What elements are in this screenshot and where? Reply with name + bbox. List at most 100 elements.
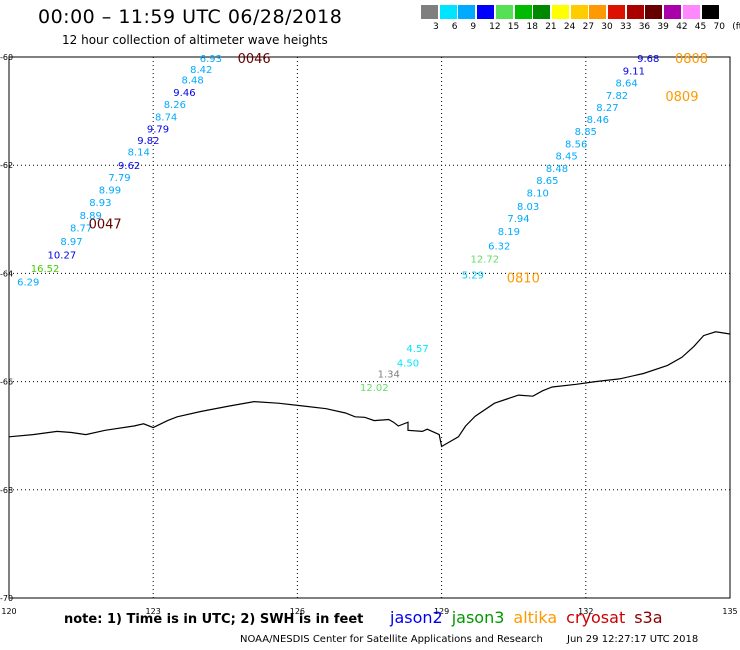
scale-swatch — [421, 5, 438, 19]
swh-value-label: 7.79 — [108, 173, 130, 184]
scale-swatch — [589, 5, 607, 19]
swh-value-label: 8.85 — [575, 127, 597, 138]
swh-value-label: 9.79 — [147, 124, 169, 135]
scale-swatch — [477, 5, 495, 19]
scale-swatch — [608, 5, 625, 19]
y-tick-label: -60 — [0, 53, 13, 62]
footer-note: note: 1) Time is in UTC; 2) SWH is in fe… — [64, 612, 364, 627]
scale-label: 18 — [526, 22, 538, 32]
credit-text: NOAA/NESDIS Center for Satellite Applica… — [240, 634, 543, 645]
y-tick-label: -70 — [0, 594, 13, 603]
generation-timestamp: Jun 29 12:27:17 UTC 2018 — [567, 634, 699, 645]
swh-value-label: 8.10 — [527, 188, 549, 199]
scale-label: 70 — [713, 22, 725, 32]
scale-label: 39 — [657, 22, 669, 32]
scale-swatch — [439, 5, 457, 19]
swh-value-label: 8.42 — [190, 65, 212, 76]
scale-swatch — [701, 5, 719, 19]
swh-value-label: 6.29 — [17, 278, 39, 289]
swh-value-label: 9.82 — [137, 136, 159, 147]
coastline — [8, 331, 731, 448]
x-tick-label: 120 — [1, 607, 16, 616]
scale-label: 9 — [470, 22, 477, 32]
satellite-legend-item: altika — [513, 608, 558, 627]
scale-label: 33 — [620, 22, 632, 32]
y-tick-label: -64 — [0, 269, 13, 278]
swh-value-label: 8.27 — [596, 103, 618, 114]
swh-value-label: 16.52 — [31, 264, 60, 275]
scale-swatch — [551, 5, 569, 19]
swh-value-label: 12.02 — [360, 383, 389, 394]
swh-value-label: 12.72 — [471, 254, 500, 265]
swh-value-label: 8.99 — [99, 186, 121, 197]
swh-value-label: 8.45 — [555, 151, 577, 162]
swh-data-labels: 6.938.428.489.468.268.749.799.828.149.62… — [17, 54, 659, 394]
scale-label: 24 — [563, 22, 576, 32]
coastline-path — [8, 331, 731, 448]
swh-value-label: 8.14 — [128, 148, 150, 159]
swh-value-label: 9.46 — [173, 88, 195, 99]
swh-value-label: 8.97 — [60, 237, 82, 248]
scale-swatch — [570, 5, 588, 19]
swh-value-label: 9.11 — [623, 67, 645, 78]
y-tick-label: -68 — [0, 486, 13, 495]
chart-subtitle: 12 hour collection of altimeter wave hei… — [62, 33, 328, 47]
swh-value-label: 6.93 — [200, 54, 222, 65]
x-tick-label: 126 — [290, 607, 305, 616]
pass-time-label: 0809 — [665, 90, 698, 105]
scale-swatch — [458, 5, 476, 19]
x-tick-label: 135 — [722, 607, 737, 616]
swh-value-label: 8.77 — [70, 223, 92, 234]
scale-swatch — [514, 5, 532, 19]
swh-value-label: 5.29 — [462, 270, 484, 281]
y-tick-label: -62 — [0, 161, 13, 170]
plot-frame — [8, 56, 731, 599]
scale-swatch — [533, 5, 551, 19]
swh-value-label: 8.56 — [565, 140, 587, 151]
swh-value-label: 8.74 — [155, 113, 177, 124]
satellite-legend-item: cryosat — [566, 608, 626, 627]
swh-value-label: 7.82 — [606, 91, 628, 102]
scale-label: (ft) — [732, 22, 740, 32]
swh-value-label: 9.68 — [637, 54, 659, 65]
pass-time-label: 0047 — [89, 218, 122, 233]
scale-swatch — [664, 5, 682, 19]
swh-value-label: 8.64 — [616, 78, 638, 89]
swh-value-label: 8.93 — [89, 198, 111, 209]
swh-value-label: 6.32 — [488, 241, 510, 252]
scale-label: 30 — [601, 22, 613, 32]
pass-time-label: 0808 — [675, 52, 708, 67]
satellite-legend: jason2 jason3 altika cryosat s3a — [390, 608, 672, 627]
scale-label: 42 — [676, 22, 688, 32]
swh-value-label: 8.03 — [517, 202, 539, 213]
scale-swatch — [626, 5, 644, 19]
axis-ticks: 120 123 126 129 132 135 -60 -62 -64 -66 -68 -70 — [0, 53, 738, 616]
scale-label: 6 — [451, 22, 458, 32]
satellite-legend-item: jason2 — [390, 608, 443, 627]
scale-label: 3 — [433, 22, 439, 32]
scale-label: 45 — [694, 22, 707, 32]
credit-line: NOAA/NESDIS Center for Satellite Applica… — [240, 634, 698, 645]
swh-value-label: 8.65 — [536, 176, 558, 187]
scale-label: 36 — [638, 22, 651, 32]
scale-swatch — [682, 5, 700, 19]
swh-value-label: 8.48 — [546, 164, 568, 175]
scale-label: 12 — [489, 22, 501, 32]
scale-label: 27 — [582, 22, 595, 32]
satellite-legend-item: jason3 — [451, 608, 505, 627]
y-tick-label: -66 — [0, 378, 13, 387]
x-tick-label: 123 — [146, 607, 161, 616]
satellite-legend-item: s3a — [634, 608, 663, 627]
pass-time-label: 0046 — [238, 52, 271, 67]
swh-value-label: 4.50 — [397, 359, 419, 370]
swh-value-label: 10.27 — [48, 250, 77, 261]
chart-title: 00:00 – 11:59 UTC 06/28/2018 — [38, 6, 343, 28]
x-tick-label: 132 — [578, 607, 593, 616]
swh-value-label: 8.48 — [181, 76, 203, 87]
scale-label: 15 — [507, 22, 520, 32]
swh-value-label: 1.34 — [378, 369, 400, 380]
scale-swatch — [495, 5, 513, 19]
scale-label: 21 — [545, 22, 557, 32]
time-labels: 0046 0047 0808 0809 0810 — [89, 52, 709, 287]
